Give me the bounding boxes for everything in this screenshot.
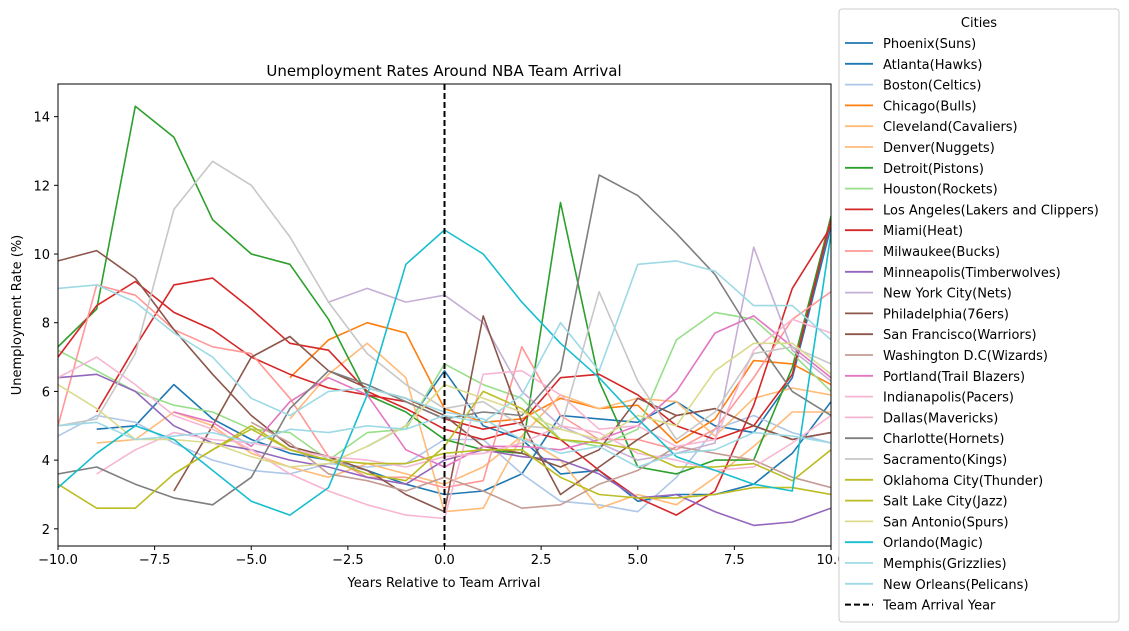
legend-label: Orlando(Magic) [883,536,983,551]
legend-item: Sacramento(Kings) [845,453,1007,468]
y-axis: 2 4 6 8 10 12 14 [33,111,58,538]
series-line-11 [58,373,831,527]
legend-item: New York City(Nets) [845,287,1012,302]
series-line-15 [250,421,831,510]
legend-item: Denver(Nuggets) [845,141,995,156]
x-tick-label: 5.0 [627,553,648,568]
legend-item: Oklahoma City(Thunder) [845,474,1043,489]
legend-label: Miami(Heat) [883,224,963,239]
legend-label: Charlotte(Hornets) [883,432,1004,447]
x-tick-label: 2.5 [531,553,552,568]
legend-label: Sacramento(Kings) [883,453,1007,468]
legend-item: Dallas(Mavericks) [845,411,998,426]
legend-frame [838,8,1120,623]
y-axis-label: Unemployment Rate (%) [10,235,25,396]
series-line-25 [58,260,831,444]
legend-item: Milwaukee(Bucks) [845,245,1000,260]
legend-item: Philadelphia(76ers) [845,307,1009,322]
x-tick-label: −10.0 [38,553,78,568]
legend-label: Boston(Celtics) [883,79,981,94]
legend-item: Washington D.C(Wizards) [845,349,1048,364]
legend-title: Cities [961,16,997,31]
legend-label: Washington D.C(Wizards) [883,349,1048,364]
legend-item: Indianapolis(Pacers) [845,391,1014,406]
legend: Cities Phoenix(Suns) Atlanta(Hawks) Boston… [838,8,1120,623]
legend-label: New Orleans(Pelicans) [883,578,1029,593]
legend-label: Philadelphia(76ers) [883,307,1009,322]
legend-label: Detroit(Pistons) [883,162,984,177]
legend-label: San Francisco(Warriors) [883,328,1037,343]
x-axis: −10.0 −7.5 −5.0 −2.5 0.0 2.5 5.0 7.5 10.0 [38,546,845,568]
legend-item: Detroit(Pistons) [845,162,984,177]
legend-label: Denver(Nuggets) [883,141,995,156]
legend-item: Boston(Celtics) [845,79,981,94]
x-tick-label: 0.0 [434,553,455,568]
series-line-16 [173,315,831,468]
legend-item: Chicago(Bulls) [845,99,977,114]
legend-item: Charlotte(Hornets) [845,432,1004,447]
y-tick-label: 10 [33,248,50,263]
legend-label: Houston(Rockets) [883,183,998,198]
x-axis-label: Years Relative to Team Arrival [347,576,541,591]
legend-label: Memphis(Grizzlies) [883,557,1007,572]
legend-label: Salt Lake City(Jazz) [883,495,1008,510]
legend-item: San Antonio(Spurs) [845,515,1009,530]
legend-label: Portland(Trail Blazers) [883,370,1025,385]
y-tick-label: 12 [33,179,50,194]
legend-item: Salt Lake City(Jazz) [845,495,1008,510]
legend-item: Los Angeles(Lakers and Clippers) [845,203,1099,218]
legend-item: Cleveland(Cavaliers) [845,120,1018,135]
x-tick-label: −5.0 [235,553,267,568]
legend-label: Cleveland(Cavaliers) [883,120,1018,135]
legend-item: Orlando(Magic) [845,536,983,551]
legend-label: Dallas(Mavericks) [883,411,998,426]
legend-item: Memphis(Grizzlies) [845,557,1007,572]
y-tick-label: 2 [42,523,50,538]
legend-label: Chicago(Bulls) [883,99,977,114]
legend-item: Team Arrival Year [845,599,996,614]
y-tick-label: 8 [42,317,50,332]
x-tick-label: −7.5 [139,553,171,568]
x-tick-label: 10.0 [817,553,846,568]
legend-label: Atlanta(Hawks) [883,58,982,73]
legend-label: San Antonio(Spurs) [883,515,1009,530]
y-tick-label: 4 [42,454,50,469]
legend-item: Houston(Rockets) [845,183,998,198]
legend-label: Minneapolis(Timberwolves) [883,266,1061,281]
legend-label: Indianapolis(Pacers) [883,391,1014,406]
series-line-0 [96,226,831,496]
y-tick-label: 6 [42,385,50,400]
legend-label: Milwaukee(Bucks) [883,245,1000,260]
series-line-4 [96,387,831,486]
legend-item: Phoenix(Suns) [845,37,976,52]
x-tick-label: 7.5 [724,553,745,568]
legend-label: New York City(Nets) [883,287,1012,302]
legend-label: Phoenix(Suns) [883,37,976,52]
chart-title: Unemployment Rates Around NBA Team Arriv… [266,62,621,80]
x-tick-label: −2.5 [332,553,364,568]
legend-item: New Orleans(Pelicans) [845,578,1029,593]
legend-label: Los Angeles(Lakers and Clippers) [883,203,1099,218]
y-tick-label: 14 [33,111,50,126]
legend-label: Team Arrival Year [882,599,996,614]
legend-item: Atlanta(Hawks) [845,58,982,73]
series-line-10 [58,284,831,489]
legend-item: Minneapolis(Timberwolves) [845,266,1061,281]
legend-item: Portland(Trail Blazers) [845,370,1025,385]
series-layer [58,105,831,527]
legend-item: San Francisco(Warriors) [845,328,1037,343]
legend-label: Oklahoma City(Thunder) [883,474,1043,489]
legend-item: Miami(Heat) [845,224,963,239]
